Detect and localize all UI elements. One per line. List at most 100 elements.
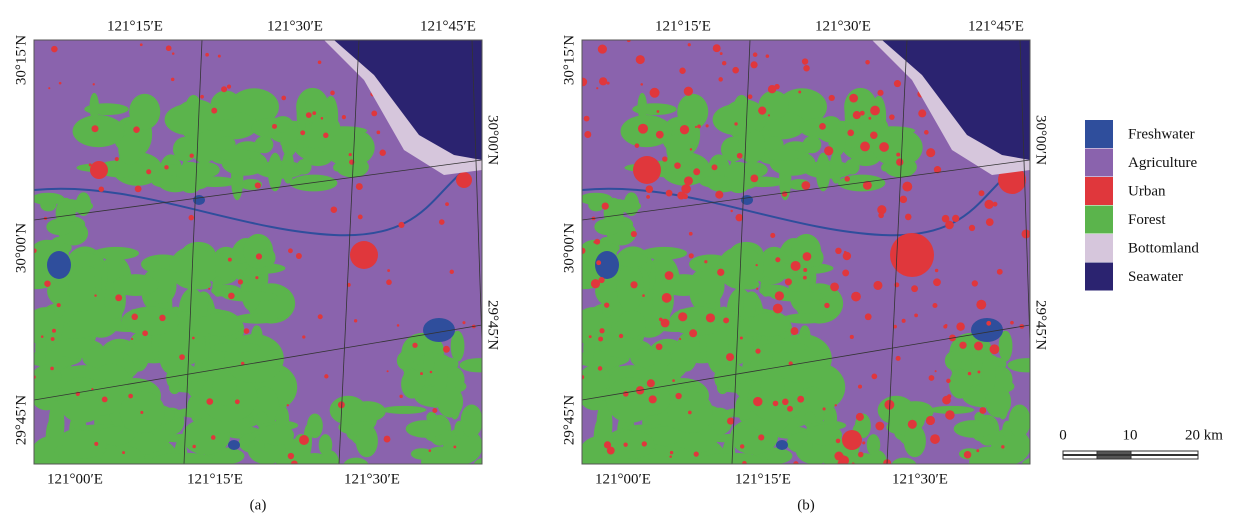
urban-patch (358, 215, 363, 220)
urban-patch (718, 77, 722, 81)
scale-label: 10 (1123, 427, 1138, 443)
urban-patch (824, 303, 829, 308)
forest-patch (945, 480, 973, 495)
forest-patch (58, 377, 107, 423)
urban-patch (860, 142, 870, 152)
urban-patch (604, 303, 609, 308)
urban-patch (933, 278, 941, 286)
urban-patch (354, 319, 357, 322)
forest-patch (838, 175, 886, 192)
urban-patch (723, 317, 729, 323)
forest-patch (971, 346, 982, 385)
urban-patch (142, 330, 148, 336)
urban-patch (623, 391, 629, 397)
forest-patch (478, 468, 498, 494)
urban-patch (902, 182, 912, 192)
top-label: 121°45′E (968, 18, 1024, 34)
urban-patch (52, 329, 56, 333)
forest-patch (113, 274, 159, 296)
urban-patch (598, 366, 603, 371)
urban-patch (200, 95, 204, 99)
urban-patch (753, 52, 758, 57)
forest-patch (165, 104, 213, 135)
urban-patch (997, 269, 1003, 275)
urban-patch (856, 413, 864, 421)
urban-patch (623, 443, 627, 447)
forest-patch (202, 313, 242, 337)
forest-patch (904, 424, 926, 457)
legend-label: Agriculture (1128, 155, 1197, 171)
urban-patch (387, 370, 389, 372)
forest-patch (406, 420, 446, 438)
urban-patch (672, 379, 675, 382)
urban-patch (244, 328, 250, 334)
urban-patch (281, 96, 286, 101)
bottom-label: 121°30′E (344, 471, 400, 487)
urban-patch (646, 185, 654, 193)
urban-patch (450, 270, 454, 274)
urban-patch (50, 367, 54, 371)
urban-patch (720, 52, 723, 55)
right-label: 29°45′N (1033, 300, 1049, 350)
urban-patch (669, 455, 672, 458)
urban-patch (751, 61, 758, 68)
urban-patch (791, 327, 799, 335)
legend-label: Forest (1128, 212, 1166, 228)
urban-patch (946, 379, 951, 384)
urban-patch (189, 215, 194, 220)
legend-swatch (1085, 120, 1113, 148)
urban-patch (321, 117, 324, 120)
urban-patch (836, 439, 841, 444)
forest-patch (759, 91, 789, 120)
urban-patch (896, 158, 903, 165)
forest-patch (461, 473, 479, 499)
urban-patch (873, 281, 882, 290)
urban-patch (192, 337, 195, 340)
urban-patch (959, 342, 966, 349)
forest-patch (954, 420, 994, 438)
legend-swatch (1085, 206, 1113, 234)
forest-patch (67, 253, 100, 268)
forest-patch (69, 310, 98, 337)
top-label: 121°15′E (107, 18, 163, 34)
top-label: 121°30′E (815, 18, 871, 34)
urban-center (456, 172, 472, 188)
urban-patch (1010, 321, 1014, 325)
urban-patch (905, 214, 912, 221)
forest-patch (845, 159, 860, 174)
urban-patch (93, 83, 95, 85)
urban-patch (689, 329, 697, 337)
urban-patch (758, 434, 764, 440)
forest-patch (878, 396, 915, 425)
forest-patch (492, 389, 502, 405)
urban-patch (843, 252, 851, 260)
urban-patch (387, 269, 390, 272)
urban-patch (656, 131, 664, 139)
urban-patch (766, 54, 770, 58)
urban-patch (717, 269, 724, 276)
urban-patch (914, 314, 918, 318)
urban-patch (635, 143, 640, 148)
urban-patch (578, 78, 587, 87)
forest-patch (492, 363, 514, 397)
forest-patch (1008, 358, 1048, 372)
urban-patch (726, 353, 734, 361)
urban-patch (871, 373, 877, 379)
urban-patch (684, 176, 693, 185)
urban-patch (221, 86, 227, 92)
urban-patch (430, 371, 433, 374)
urban-patch (272, 124, 277, 129)
urban-patch (51, 337, 55, 341)
forest-patch (211, 91, 241, 120)
forest-patch (641, 247, 687, 260)
urban-patch (235, 399, 240, 404)
urban-patch (102, 396, 108, 402)
urban-center (90, 161, 108, 179)
urban-patch (969, 225, 975, 231)
urban-patch (803, 276, 807, 280)
urban-patch (734, 122, 737, 125)
urban-patch (599, 77, 607, 85)
urban-patch (445, 202, 449, 206)
urban-patch (803, 65, 809, 71)
urban-patch (932, 303, 937, 308)
